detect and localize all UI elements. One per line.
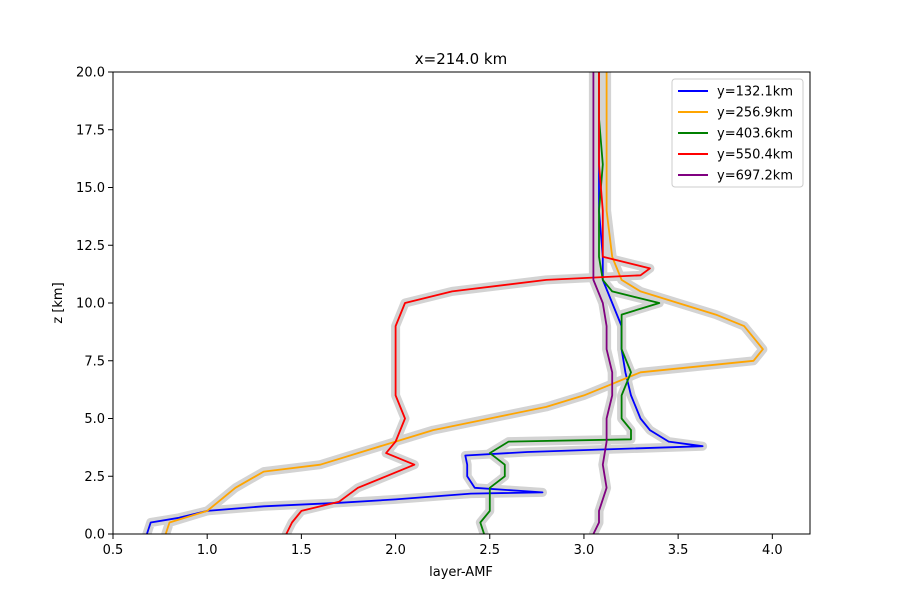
x-tick-label: 1.5 (291, 543, 312, 558)
series-lines (146, 72, 764, 534)
y-tick-label: 7.5 (84, 354, 105, 369)
series-line (479, 72, 661, 534)
series-line (285, 72, 651, 534)
legend-label: y=550.4km (717, 148, 793, 163)
x-axis-label: layer-AMF (429, 565, 493, 580)
y-tick-label: 10.0 (76, 297, 105, 312)
legend-label: y=256.9km (717, 106, 793, 121)
y-axis-ticks: 0.0 2.5 5.0 7.5 10.0 12.5 15.0 17.5 20.0 (76, 66, 113, 543)
legend-label: y=132.1km (717, 85, 793, 100)
series-line (146, 72, 704, 534)
uncertainty-bands (142, 72, 768, 534)
y-tick-label: 15.0 (76, 181, 105, 196)
x-tick-label: 0.5 (103, 543, 124, 558)
y-tick-label: 20.0 (76, 66, 105, 81)
x-tick-label: 3.5 (668, 543, 689, 558)
uncertainty-band (475, 72, 664, 534)
x-axis-ticks: 0.5 1.0 1.5 2.0 2.5 3.0 3.5 4.0 (103, 534, 783, 558)
x-tick-label: 2.5 (479, 543, 500, 558)
x-tick-label: 2.0 (385, 543, 406, 558)
x-tick-label: 3.0 (574, 543, 595, 558)
legend: y=132.1km y=256.9km y=403.6km y=550.4km y=69… (671, 78, 804, 188)
series-line (592, 72, 614, 534)
uncertainty-band (142, 72, 708, 534)
y-tick-label: 2.5 (84, 470, 105, 485)
legend-box (671, 78, 804, 188)
y-axis-label: z [km] (51, 282, 66, 323)
chart-title: x=214.0 km (415, 50, 507, 68)
legend-label: y=697.2km (717, 169, 793, 184)
y-tick-label: 5.0 (84, 412, 105, 427)
x-tick-label: 1.0 (197, 543, 218, 558)
legend-label: y=403.6km (717, 127, 793, 142)
series-line (164, 72, 764, 534)
y-tick-label: 12.5 (76, 239, 105, 254)
y-tick-label: 17.5 (76, 123, 105, 138)
y-tick-label: 0.0 (84, 528, 105, 543)
x-tick-label: 4.0 (762, 543, 783, 558)
